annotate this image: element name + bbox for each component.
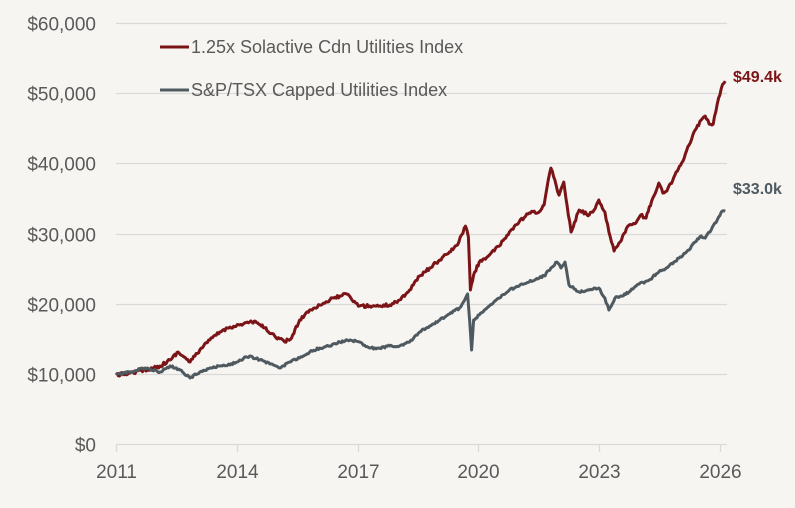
- x-tick-label: 2023: [578, 462, 620, 483]
- end-label-index: $33.0k: [733, 181, 782, 198]
- series-lines: [114, 80, 727, 380]
- y-tick-label: $60,000: [27, 15, 96, 36]
- y-axis: $0 $10,000 $20,000 $30,000 $40,000 $50,000 $60…: [27, 15, 96, 457]
- series-line-leveraged: [114, 80, 727, 378]
- y-tick-label: $10,000: [27, 366, 96, 387]
- x-tick-label: 2011: [96, 462, 137, 483]
- y-tick-label: $0: [75, 436, 96, 457]
- y-tick-label: $40,000: [27, 155, 96, 176]
- legend-label-index: S&P/TSX Capped Utilities Index: [191, 80, 447, 100]
- gridlines: [116, 22, 727, 446]
- x-tick-label: 2020: [457, 462, 499, 483]
- legend-label-leveraged: 1.25x Solactive Cdn Utilities Index: [191, 37, 463, 57]
- x-tick-label: 2017: [337, 462, 379, 483]
- y-tick-label: $50,000: [27, 85, 96, 106]
- y-tick-label: $30,000: [27, 226, 96, 247]
- x-tick-label: 2014: [216, 462, 259, 483]
- end-label-leveraged: $49.4k: [733, 69, 782, 86]
- legend: 1.25x Solactive Cdn Utilities Index S&P/…: [160, 37, 463, 100]
- series-line-index: [114, 209, 726, 380]
- end-labels: $49.4k $33.0k: [733, 69, 782, 198]
- x-axis: 2011 2014 2017 2020 2023 2026: [96, 444, 742, 483]
- x-tick-label: 2026: [699, 462, 741, 483]
- y-tick-label: $20,000: [27, 296, 96, 317]
